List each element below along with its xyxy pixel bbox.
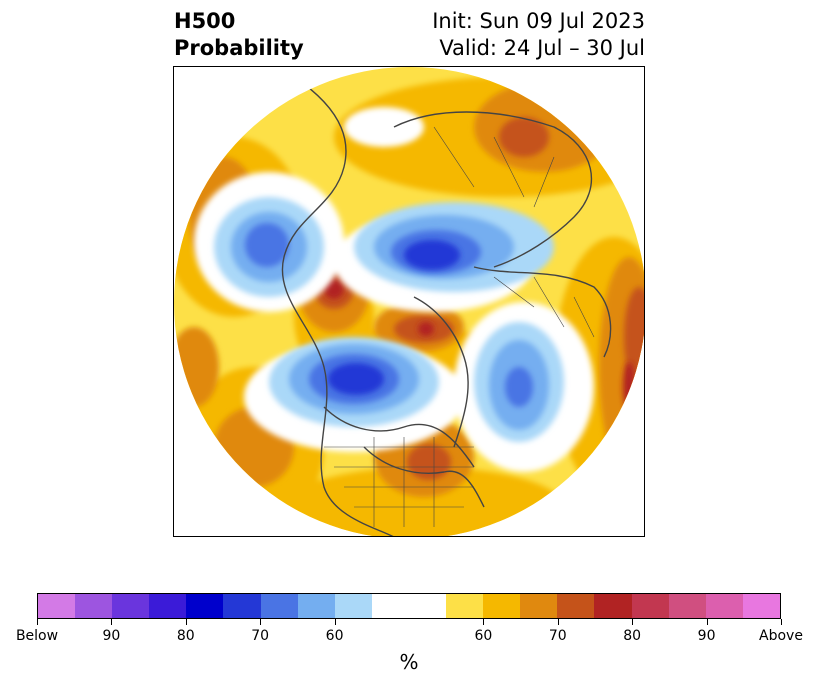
init-date: Init: Sun 09 Jul 2023 [432,9,645,33]
title-type: Probability [174,36,304,60]
title-variable: H500 [174,9,236,33]
title-right: Init: Sun 09 Jul 2023 Valid: 24 Jul – 30… [432,8,645,62]
colorbar-tick-label: 60 [474,628,493,644]
colorbar-tick-label: 70 [548,628,567,644]
map-panel [173,66,645,537]
colorbar-tick-label: 90 [102,628,121,644]
colorbar-segment [38,594,76,618]
colorbar-segment [186,594,224,618]
colorbar-tick-label: 80 [176,628,195,644]
colorbar-tick [185,619,187,625]
below-90-region [328,240,460,395]
colorbar-tick-label: Below [15,628,59,644]
colorbar [37,593,781,619]
colorbar-tick [557,619,559,625]
colorbar-segment [408,594,447,618]
colorbar-segment [557,594,595,618]
valid-range: Valid: 24 Jul – 30 Jul [439,36,645,60]
colorbar-segment [668,594,706,618]
colorbar-segment [75,594,113,618]
colorbar-segment [334,594,372,618]
colorbar-segment [297,594,335,618]
colorbar-tick-label: Above [759,628,803,644]
colorbar-segment [260,594,298,618]
country-borders [324,126,595,527]
colorbar-tick [260,619,262,625]
colorbar-segment [223,594,261,618]
colorbar-segment [112,594,150,618]
colorbar-segment [446,594,484,618]
colorbar-tick [706,619,708,625]
colorbar-segment [594,594,632,618]
colorbar-segment [483,594,521,618]
colorbar-segment [520,594,558,618]
colorbar-segment [631,594,669,618]
colorbar-tick-label: 70 [251,628,270,644]
colorbar-tick [632,619,634,625]
colorbar-tick-label: 60 [325,628,344,644]
colorbar-tick [111,619,113,625]
coastlines [281,76,612,536]
colorbar-tick [483,619,485,625]
colorbar-segment [705,594,743,618]
title-left: H500 Probability [174,8,304,62]
colorbar-segment [371,594,409,618]
colorbar-segment [742,594,780,618]
colorbar-tick-label: 80 [623,628,642,644]
probability-map [174,67,644,536]
colorbar-unit: % [399,650,419,674]
colorbar-tick-label: 90 [697,628,716,644]
colorbar-segment [149,594,187,618]
colorbar-tick [781,619,782,625]
colorbar-tick [37,619,38,625]
colorbar-tick [334,619,336,625]
